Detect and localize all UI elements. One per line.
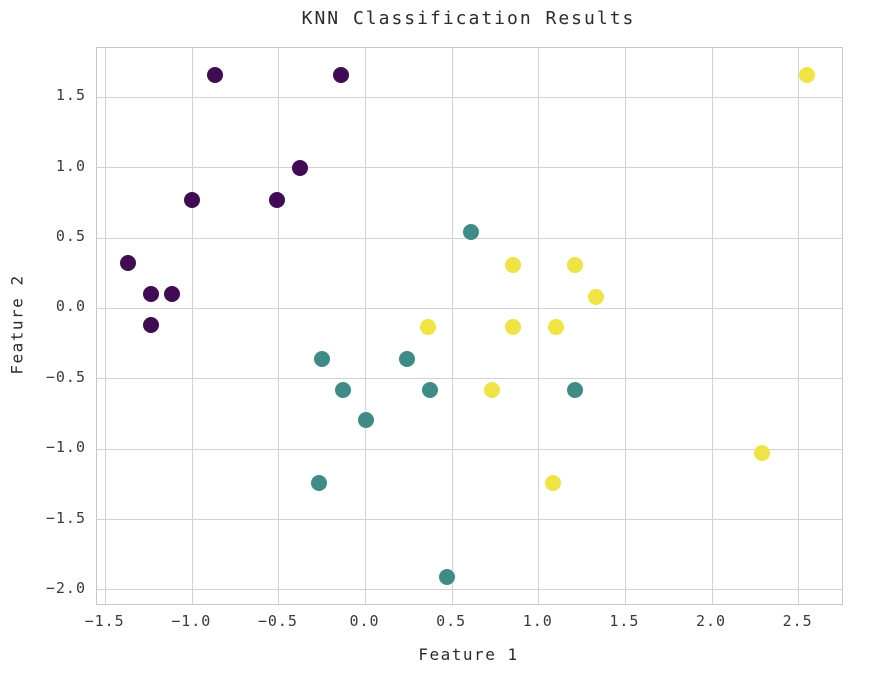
scatter-point-class-1-teal bbox=[314, 351, 331, 368]
scatter-point-class-2-yellow bbox=[419, 318, 436, 335]
scatter-point-class-1-teal bbox=[463, 224, 480, 241]
x-tick-label: −0.5 bbox=[257, 612, 298, 630]
x-gridline bbox=[798, 48, 800, 604]
y-tick-label: 1.5 bbox=[55, 86, 86, 105]
scatter-point-class-2-yellow bbox=[504, 318, 521, 335]
scatter-point-class-0-purple bbox=[163, 286, 180, 303]
x-tick-label: 1.0 bbox=[522, 612, 553, 630]
y-gridline bbox=[97, 96, 842, 98]
scatter-point-class-1-teal bbox=[421, 382, 438, 399]
scatter-point-class-2-yellow bbox=[587, 289, 604, 306]
y-gridline bbox=[97, 167, 842, 169]
y-tick-label: 0.5 bbox=[55, 227, 86, 246]
x-gridline bbox=[711, 48, 713, 604]
x-gridline bbox=[451, 48, 453, 604]
scatter-point-class-1-teal bbox=[310, 474, 327, 491]
x-tick-label: −1.5 bbox=[84, 612, 125, 630]
scatter-point-class-1-teal bbox=[438, 569, 455, 586]
scatter-point-class-2-yellow bbox=[504, 256, 521, 273]
chart-title: KNN Classification Results bbox=[301, 8, 636, 29]
x-gridline bbox=[278, 48, 280, 604]
scatter-point-class-0-purple bbox=[184, 192, 201, 209]
y-tick-label: −0.5 bbox=[45, 367, 86, 386]
x-gridline bbox=[538, 48, 540, 604]
y-gridline bbox=[97, 519, 842, 521]
scatter-point-class-0-purple bbox=[120, 255, 137, 272]
x-gridline bbox=[191, 48, 193, 604]
x-gridline bbox=[624, 48, 626, 604]
scatter-point-class-0-purple bbox=[142, 317, 159, 334]
scatter-point-class-0-purple bbox=[206, 66, 223, 83]
y-gridline bbox=[97, 307, 842, 309]
x-tick-label: 2.5 bbox=[782, 612, 813, 630]
x-axis-label: Feature 1 bbox=[418, 645, 519, 664]
scatter-point-class-0-purple bbox=[333, 66, 350, 83]
x-tick-label: 1.5 bbox=[609, 612, 640, 630]
scatter-point-class-2-yellow bbox=[484, 382, 501, 399]
y-tick-label: −1.0 bbox=[45, 438, 86, 457]
scatter-point-class-2-yellow bbox=[544, 474, 561, 491]
x-tick-label: 2.0 bbox=[696, 612, 727, 630]
y-tick-label: 0.0 bbox=[55, 297, 86, 316]
scatter-point-class-0-purple bbox=[291, 159, 308, 176]
y-tick-label: −2.0 bbox=[45, 578, 86, 597]
scatter-point-class-2-yellow bbox=[799, 66, 816, 83]
y-gridline bbox=[97, 378, 842, 380]
x-tick-label: 0.0 bbox=[349, 612, 380, 630]
scatter-point-class-1-teal bbox=[567, 382, 584, 399]
scatter-point-class-0-purple bbox=[269, 192, 286, 209]
scatter-point-class-1-teal bbox=[357, 411, 374, 428]
x-gridline bbox=[105, 48, 107, 604]
scatter-point-class-0-purple bbox=[142, 286, 159, 303]
y-tick-label: 1.0 bbox=[55, 156, 86, 175]
x-tick-label: 0.5 bbox=[436, 612, 467, 630]
y-tick-label: −1.5 bbox=[45, 508, 86, 527]
plot-area bbox=[96, 47, 843, 605]
scatter-point-class-2-yellow bbox=[754, 445, 771, 462]
y-gridline bbox=[97, 589, 842, 591]
scatter-point-class-1-teal bbox=[335, 382, 352, 399]
scatter-point-class-2-yellow bbox=[567, 256, 584, 273]
x-tick-label: −1.0 bbox=[171, 612, 212, 630]
scatter-point-class-2-yellow bbox=[548, 318, 565, 335]
scatter-point-class-1-teal bbox=[399, 351, 416, 368]
y-gridline bbox=[97, 448, 842, 450]
x-gridline bbox=[365, 48, 367, 604]
